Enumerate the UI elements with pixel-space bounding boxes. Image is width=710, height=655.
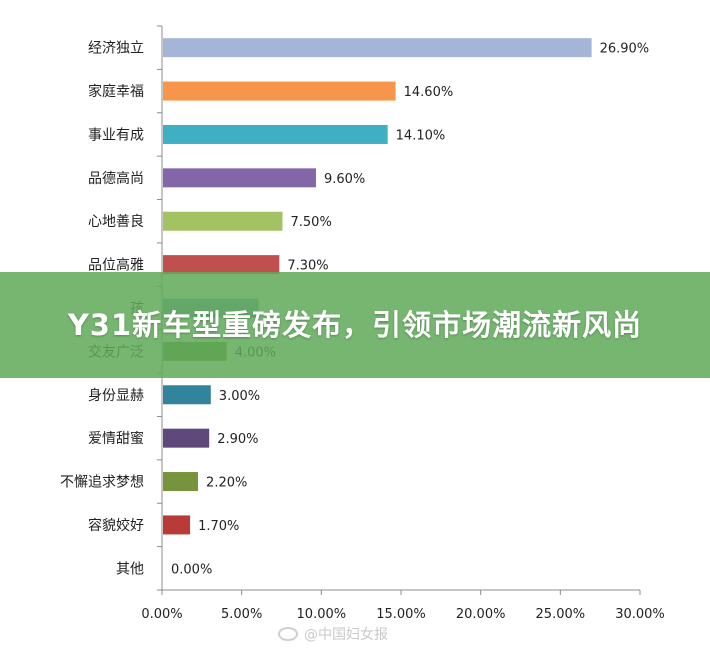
value-label: 0.00% (171, 562, 212, 577)
x-tick-label: 20.00% (456, 607, 506, 622)
category-label: 品德高尚 (88, 170, 144, 187)
category-label: 其他 (116, 561, 144, 577)
bar (163, 472, 199, 492)
x-tick-label: 10.00% (297, 607, 347, 622)
value-label: 7.50% (291, 215, 332, 230)
bar (163, 81, 396, 101)
x-tick-label: 5.00% (221, 607, 262, 622)
category-label: 家庭幸福 (88, 83, 144, 100)
watermark: @中国妇女报 (278, 624, 388, 644)
category-label: 不懈追求梦想 (60, 474, 144, 491)
x-tick-label: 15.00% (376, 607, 426, 622)
category-label: 事业有成 (88, 127, 144, 143)
value-label: 14.60% (404, 85, 454, 100)
bar (163, 515, 191, 535)
bar (163, 211, 283, 231)
headline-banner: Y31新车型重磅发布，引领市场潮流新风尚 (0, 272, 710, 378)
value-label: 9.60% (324, 172, 365, 187)
value-label: 2.90% (217, 432, 258, 447)
x-tick-label: 0.00% (141, 607, 182, 622)
value-label: 1.70% (198, 519, 239, 534)
category-label: 心地善良 (88, 214, 144, 230)
category-label: 经济独立 (88, 41, 144, 57)
bar (163, 38, 592, 58)
value-label: 7.30% (287, 259, 328, 274)
weibo-icon (278, 627, 298, 641)
value-label: 2.20% (206, 476, 247, 491)
bar (163, 124, 388, 144)
bar (163, 385, 211, 405)
headline-title: Y31新车型重磅发布，引领市场潮流新风尚 (67, 307, 643, 342)
bar (163, 168, 316, 188)
x-tick-label: 30.00% (615, 607, 665, 622)
bar (163, 255, 280, 275)
category-label: 容貌姣好 (88, 517, 144, 534)
category-label: 身份显赫 (88, 388, 144, 404)
x-tick-label: 25.00% (536, 607, 586, 622)
value-label: 3.00% (219, 389, 260, 404)
value-label: 14.10% (396, 128, 446, 143)
category-label: 爱情甜蜜 (88, 431, 144, 447)
x-axis: 0.00% 5.00% 10.00% 15.00% 20.00% 25.00% 30.00% (141, 589, 665, 622)
bar (163, 428, 210, 448)
category-label: 品位高雅 (88, 257, 144, 274)
value-label: 26.90% (600, 42, 650, 57)
watermark-text: @中国妇女报 (304, 627, 388, 643)
